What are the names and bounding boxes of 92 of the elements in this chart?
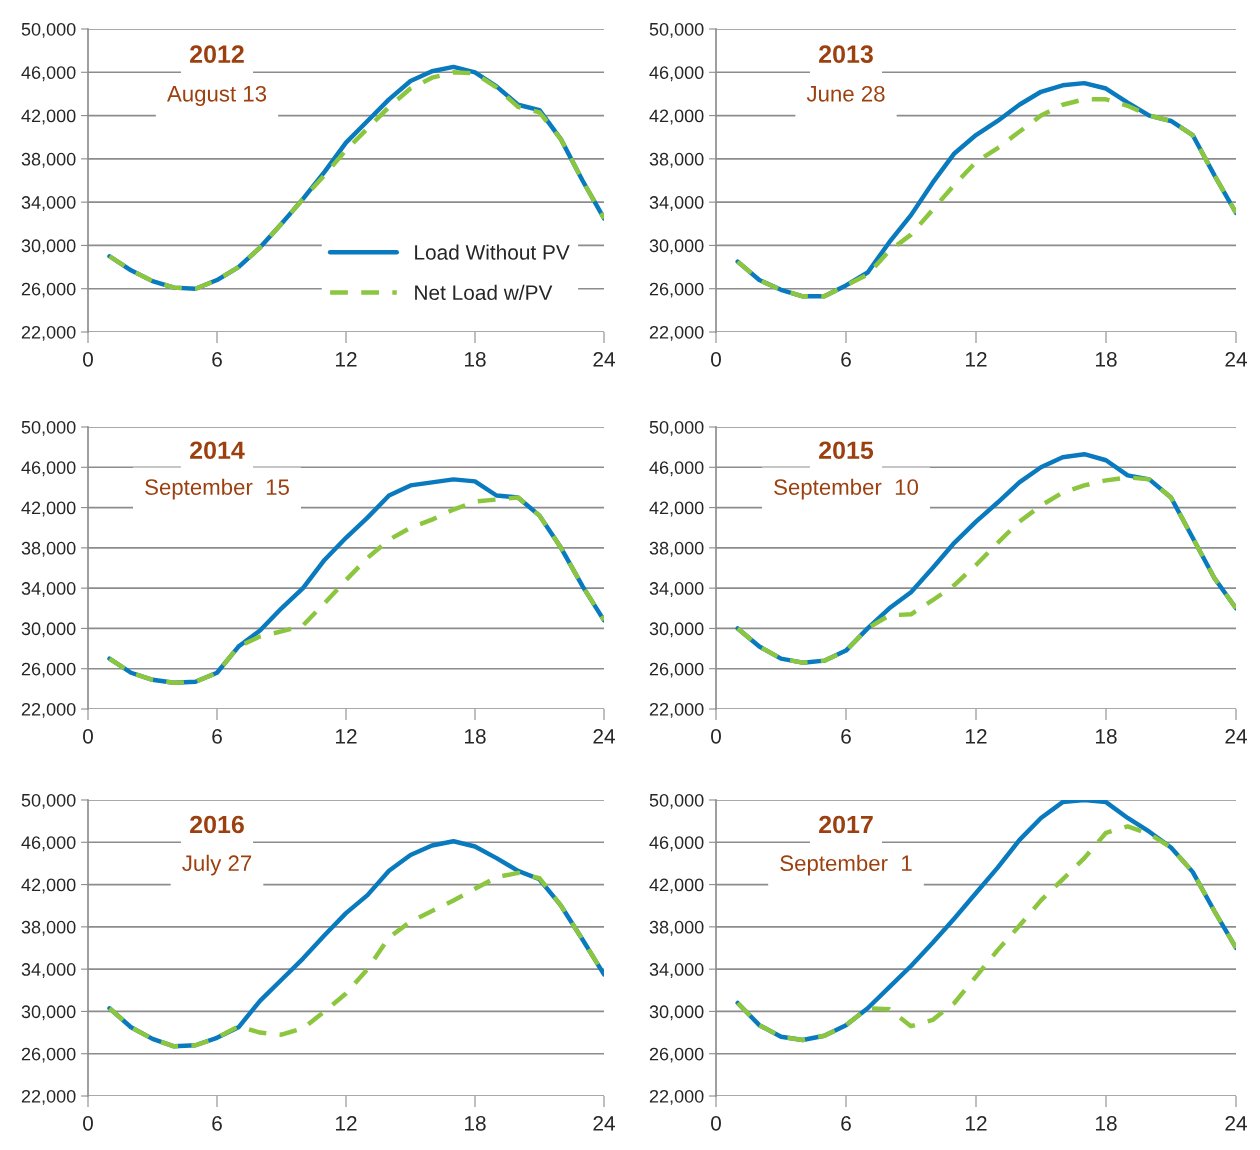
x-tick-label: 12 [966,728,987,744]
x-tick-label: 24 [1225,351,1247,367]
x-tick-label: 6 [212,351,222,367]
x-tick-label: 0 [83,728,93,744]
x-tick-label: 12 [966,351,987,367]
y-tick-label: 46,000 [21,461,76,477]
chart-title: 2014 [190,441,245,460]
y-tick-label: 30,000 [649,1005,704,1021]
y-tick-label: 34,000 [21,963,76,978]
y-tick-label: 30,000 [21,239,76,255]
y-tick-label: 30,000 [649,239,704,255]
y-tick-label: 38,000 [21,152,76,168]
text: September 10 [774,478,919,500]
y-tick-label: 50,000 [649,420,704,436]
y-tick-label: 46,000 [21,836,76,852]
x-tick-label: 0 [711,351,721,367]
y-tick-label: 30,000 [21,1005,76,1021]
x-tick-label: 18 [465,1115,486,1131]
y-tick-label: 50,000 [21,793,76,809]
legend-label: Net Load w/PV [415,284,553,301]
y-tick-label: 26,000 [649,282,704,298]
x-tick-label: 12 [336,728,357,744]
y-tick-label: 42,000 [649,501,704,517]
text: 2012 [190,45,244,63]
y-tick-label: 38,000 [649,920,704,936]
y-tick-label: 26,000 [649,1047,704,1063]
y-tick-label: 42,000 [649,878,704,894]
text: September 1 [780,854,912,876]
y-tick-label: 46,000 [649,461,704,477]
y-tick-label: 50,000 [21,22,76,38]
y-tick-label: 22,000 [649,325,704,341]
x-tick-label: 6 [212,1115,222,1131]
y-tick-label: 42,000 [21,109,76,125]
y-tick-label: 38,000 [21,541,76,557]
y-tick-label: 22,000 [21,325,76,341]
chart-title: 2015 [819,441,874,460]
x-tick-label: 18 [1096,1115,1117,1131]
x-tick-label: 24 [1225,728,1247,744]
y-tick-label: 38,000 [649,152,704,168]
y-tick-label: 46,000 [649,66,704,82]
y-tick-label: 22,000 [21,702,76,718]
x-tick-label: 0 [83,1115,93,1131]
y-tick-label: 30,000 [21,622,76,638]
x-tick-label: 18 [465,728,486,744]
x-tick-label: 6 [841,351,851,367]
y-tick-label: 38,000 [21,920,76,936]
x-tick-label: 6 [841,1115,851,1131]
y-tick-label: 22,000 [649,702,704,718]
text: June 28 [806,85,885,102]
x-tick-label: 18 [1096,351,1117,367]
y-tick-label: 26,000 [21,282,76,298]
text: September 15 [145,478,289,500]
y-tick-label: 34,000 [649,582,704,597]
y-tick-label: 46,000 [649,836,704,852]
x-tick-label: 0 [83,351,93,367]
text: 2013 [819,45,873,64]
x-tick-label: 24 [593,351,615,367]
y-tick-label: 50,000 [649,22,704,38]
x-tick-label: 6 [212,728,222,744]
text: August 13 [167,85,267,107]
chart-title: 2016 [190,815,244,834]
y-tick-label: 22,000 [649,1089,704,1105]
x-tick-label: 12 [336,351,357,367]
y-tick-label: 42,000 [649,109,704,125]
x-tick-label: 0 [711,1115,721,1131]
y-tick-label: 34,000 [21,582,76,597]
chart-title: 2017 [819,815,873,834]
y-tick-label: 26,000 [649,662,704,678]
x-tick-label: 12 [966,1115,987,1131]
x-tick-label: 18 [1096,728,1117,744]
y-tick-label: 46,000 [21,66,76,82]
x-tick-label: 18 [465,351,486,367]
text: July 27 [182,854,252,876]
x-tick-label: 6 [841,728,851,744]
y-tick-label: 30,000 [649,622,704,638]
y-tick-label: 50,000 [649,793,704,809]
x-tick-label: 12 [336,1115,357,1131]
y-tick-label: 42,000 [21,878,76,894]
y-tick-label: 22,000 [21,1089,76,1105]
y-tick-label: 50,000 [21,420,76,436]
y-tick-label: 26,000 [21,1047,76,1063]
x-tick-label: 24 [1225,1115,1247,1131]
x-tick-label: 24 [593,1115,615,1131]
y-tick-label: 34,000 [649,196,704,211]
y-tick-label: 26,000 [21,662,76,678]
x-tick-label: 0 [711,728,721,744]
legend-label: Load Without PV [415,244,570,260]
y-tick-label: 38,000 [649,541,704,557]
y-tick-label: 34,000 [649,963,704,978]
y-tick-label: 42,000 [21,501,76,517]
x-tick-label: 24 [593,728,615,744]
y-tick-label: 34,000 [21,196,76,211]
